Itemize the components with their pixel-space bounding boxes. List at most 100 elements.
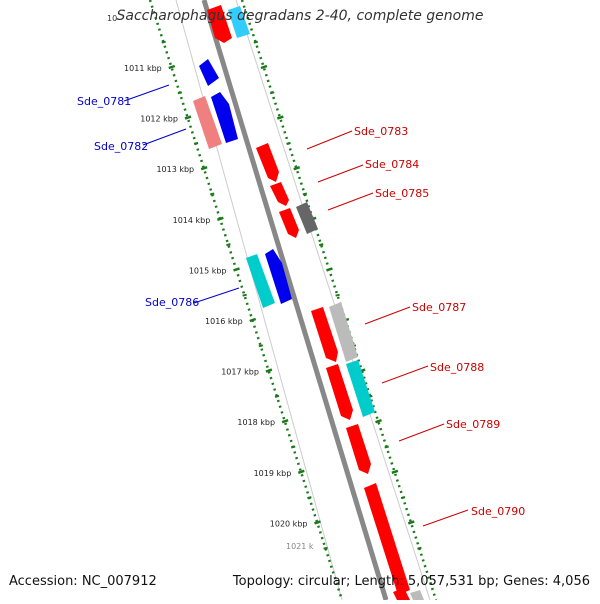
ruler-right-tick bbox=[293, 166, 301, 171]
gene-label-sde-0781[interactable]: Sde_0781 bbox=[77, 95, 131, 108]
ruler-left-tick bbox=[200, 166, 208, 171]
ruler-left-tick bbox=[297, 469, 305, 474]
ruler-left-minor-tick bbox=[290, 445, 296, 449]
gene-label-sde-0790[interactable]: Sde_0790 bbox=[471, 505, 525, 518]
ruler-label: 1019 kbp bbox=[254, 469, 292, 478]
ruler-left-tick bbox=[233, 267, 240, 272]
ruler-right-tick bbox=[391, 469, 399, 474]
gene-features bbox=[193, 5, 424, 600]
genome-summary-text: Topology: circular; Length: 5,057,531 bp… bbox=[232, 574, 590, 589]
ruler-label: 1012 kbp bbox=[140, 115, 178, 124]
gene-sde-0782-blue[interactable] bbox=[211, 92, 238, 143]
gene-label-sde-0786[interactable]: Sde_0786 bbox=[145, 296, 199, 309]
ruler-left-minor-tick bbox=[161, 40, 166, 44]
ruler-left-minor-tick bbox=[226, 243, 231, 247]
ruler-label: 1020 kbp bbox=[270, 519, 308, 528]
ruler-right-minor-tick bbox=[400, 496, 406, 500]
gene-sde-0787-gray[interactable] bbox=[329, 302, 358, 362]
ruler-right-tick bbox=[375, 419, 382, 424]
ruler-left-minor-tick bbox=[274, 394, 280, 398]
ruler-left-tick bbox=[249, 317, 257, 323]
leader-sde-0786 bbox=[193, 287, 240, 304]
gene-sde-0788-red[interactable] bbox=[326, 364, 353, 420]
leader-sde-0787 bbox=[364, 306, 411, 325]
ruler-label-partial-bottom: 1021 k bbox=[286, 542, 314, 551]
track-boundary-right bbox=[235, 0, 431, 601]
ruler-left-minor-tick bbox=[323, 546, 328, 550]
gene-sde-0784[interactable] bbox=[270, 182, 289, 206]
leader-sde-0785 bbox=[327, 192, 374, 211]
gene-label-sde-0782[interactable]: Sde_0782 bbox=[94, 140, 148, 153]
ruler-right-minor-tick bbox=[417, 546, 422, 550]
ruler-right-ticks bbox=[253, 40, 422, 550]
gene-label-sde-0787[interactable]: Sde_0787 bbox=[412, 301, 466, 314]
track-boundary-left bbox=[175, 0, 343, 601]
ruler-right-tick bbox=[326, 267, 333, 272]
ruler-left-minor-tick bbox=[307, 496, 312, 500]
ruler-left-ticks bbox=[161, 40, 328, 550]
ruler-right-minor-tick bbox=[253, 40, 259, 44]
gene-sde-0782-pink[interactable] bbox=[193, 96, 222, 149]
ruler-left-minor-tick bbox=[258, 344, 264, 348]
gene-sde-0789-red[interactable] bbox=[346, 424, 371, 474]
ruler-left-tick bbox=[314, 520, 321, 525]
gene-partial-bottom-gray[interactable] bbox=[410, 590, 424, 600]
ruler-right-tick bbox=[260, 64, 268, 70]
ruler-label: 1011 kbp bbox=[124, 64, 162, 73]
leader-sde-0784 bbox=[317, 164, 364, 183]
ruler-left-tick bbox=[216, 216, 224, 221]
leader-sde-0782 bbox=[142, 128, 187, 146]
ruler-label: 1015 kbp bbox=[189, 266, 227, 275]
ruler-left-tick bbox=[168, 64, 176, 70]
ruler-right-minor-tick bbox=[269, 91, 275, 95]
ruler-label: 1014 kbp bbox=[173, 216, 211, 225]
gene-sde-0781[interactable] bbox=[199, 59, 219, 86]
genome-backbone bbox=[201, 0, 389, 601]
ruler-left-minor-tick bbox=[209, 192, 215, 196]
ruler-right-tick bbox=[276, 115, 284, 120]
gene-sde-0786-cyan[interactable] bbox=[246, 254, 275, 308]
leader-sde-0781 bbox=[123, 84, 170, 102]
ruler-label: 1018 kbp bbox=[237, 418, 275, 427]
leader-sde-0788 bbox=[381, 365, 429, 384]
ruler-right-minor-tick bbox=[384, 445, 389, 449]
gene-sde-0786-blue[interactable] bbox=[265, 249, 292, 304]
ruler-right-minor-tick bbox=[286, 141, 291, 145]
gene-partial-top-skyblue[interactable] bbox=[228, 6, 250, 38]
gene-label-sde-0784[interactable]: Sde_0784 bbox=[365, 158, 419, 171]
leader-sde-0783 bbox=[306, 130, 353, 150]
figure-title: Saccharophagus degradans 2-40, complete … bbox=[116, 8, 484, 24]
ruler-left-minor-tick bbox=[242, 293, 247, 297]
ruler-right-minor-tick bbox=[335, 293, 340, 297]
gene-sde-0783[interactable] bbox=[256, 143, 279, 182]
gene-partial-bottom-red[interactable] bbox=[393, 588, 410, 600]
ruler-left-tick bbox=[281, 419, 289, 424]
leader-sde-0790 bbox=[422, 509, 469, 527]
gene-partial-top-red[interactable] bbox=[207, 5, 232, 43]
gene-label-sde-0785[interactable]: Sde_0785 bbox=[375, 187, 429, 200]
gene-label-sde-0783[interactable]: Sde_0783 bbox=[354, 125, 408, 138]
ruler-label: 1017 kbp bbox=[221, 368, 259, 377]
accession-text: Accession: NC_007912 bbox=[9, 574, 157, 589]
ruler-label: 1016 kbp bbox=[205, 317, 243, 326]
ruler-right-minor-tick bbox=[302, 192, 308, 196]
ruler-label: 1013 kbp bbox=[156, 165, 194, 174]
gene-sde-0785-red[interactable] bbox=[279, 208, 299, 238]
ruler-left-minor-tick bbox=[177, 91, 183, 95]
gene-labels: Sde_0781 Sde_0782 Sde_0783 Sde_0784 Sde_… bbox=[77, 95, 525, 518]
ruler-right-minor-tick bbox=[319, 243, 324, 247]
gene-label-sde-0789[interactable]: Sde_0789 bbox=[446, 418, 500, 431]
label-leader-lines bbox=[123, 84, 469, 527]
gene-sde-0790-red[interactable] bbox=[364, 483, 410, 595]
gene-sde-0787-red[interactable] bbox=[311, 307, 338, 362]
ruler-left-minor-tick bbox=[193, 141, 199, 145]
gene-label-sde-0788[interactable]: Sde_0788 bbox=[430, 361, 484, 374]
ruler-right-tick bbox=[407, 520, 415, 525]
gene-sde-0788-cyan[interactable] bbox=[346, 360, 375, 417]
gene-sde-0785-gray[interactable] bbox=[296, 202, 318, 234]
ruler-label-partial-top: 10 bbox=[107, 14, 117, 23]
leader-sde-0789 bbox=[398, 423, 445, 442]
ruler-left-tick bbox=[184, 115, 192, 120]
